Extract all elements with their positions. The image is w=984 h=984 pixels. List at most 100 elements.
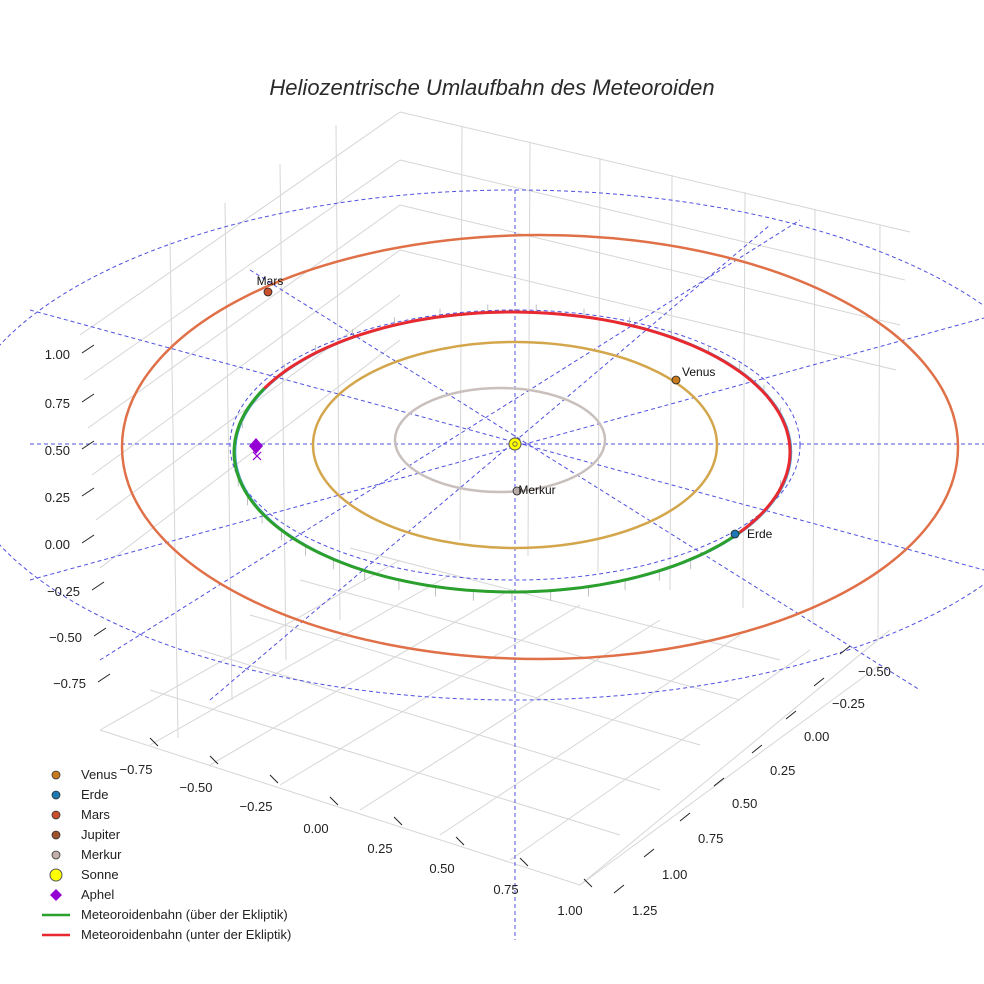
orbit-mars: [120, 233, 960, 661]
legend-marker: [49, 868, 63, 882]
gridline: [597, 157, 601, 573]
y-tick-mark: [839, 645, 851, 655]
gridline: [199, 649, 661, 791]
y-tick-label: 1.00: [662, 867, 687, 882]
y-tick-mark: [713, 777, 725, 787]
legend-marker: [51, 790, 61, 800]
z-tick-label: 0.00: [45, 537, 70, 552]
gridline: [299, 579, 741, 701]
gridline: [399, 159, 906, 281]
legend-marker: [50, 889, 62, 901]
gridline: [812, 208, 816, 626]
x-tick-label: 1.00: [557, 903, 582, 918]
gridline: [279, 604, 581, 786]
y-tick-label: −0.50: [858, 664, 891, 679]
legend-marker: [51, 770, 61, 780]
gridline: [359, 619, 661, 811]
legend-label: Venus: [81, 767, 118, 782]
z-tick-mark: [81, 440, 95, 450]
gridline: [399, 204, 901, 326]
y-tick-mark: [813, 677, 825, 687]
x-tick-label: −0.75: [120, 762, 153, 777]
gridline: [169, 240, 179, 739]
legend-marker: [51, 810, 61, 820]
mercury-marker: [512, 486, 522, 496]
legend-label: Aphel: [81, 887, 114, 902]
z-tick-label: −0.75: [53, 676, 86, 691]
legend-label: Erde: [81, 787, 108, 802]
z-tick-label: −0.25: [47, 584, 80, 599]
chart-title: Heliozentrische Umlaufbahn des Meteoroid…: [269, 75, 714, 100]
z-tick-label: 0.25: [45, 490, 70, 505]
z-tick-label: 1.00: [45, 347, 70, 362]
aphel-projection-marker: [252, 451, 262, 461]
y-tick-mark: [679, 812, 691, 822]
gridline: [335, 124, 341, 621]
mercury-label: Merkur: [518, 483, 555, 497]
legend-label: Sonne: [81, 867, 119, 882]
y-tick-mark: [643, 848, 655, 858]
gridline: [99, 559, 401, 731]
legend: Venus Erde Mars Jupiter Merkur Sonne Aphel Mete…: [42, 767, 291, 942]
gridline: [209, 589, 511, 766]
x-tick-label: 0.75: [493, 882, 518, 897]
x-tick-label: 0.50: [429, 861, 454, 876]
z-tick-mark: [97, 673, 111, 683]
gridline: [399, 111, 911, 233]
gridline: [249, 614, 701, 746]
mars-label: Mars: [257, 274, 284, 288]
legend-label: Meteoroidenbahn (unter der Ekliptik): [81, 927, 291, 942]
z-tick-mark: [93, 627, 107, 637]
legend-label: Mars: [81, 807, 110, 822]
y-tick-label: 0.75: [698, 831, 723, 846]
x-tick-label: −0.25: [240, 799, 273, 814]
ecliptic-ring: [229, 309, 801, 581]
meteoroid-path-above-ecliptic: [232, 387, 741, 594]
venus-marker: [671, 375, 681, 385]
gridline: [224, 202, 233, 701]
x-tick-mark: [269, 774, 279, 784]
y-tick-mark: [613, 884, 625, 894]
x-tick-mark: [393, 816, 403, 826]
ecliptic-guide-line: [99, 219, 801, 661]
meteoroid-trajectory: [232, 310, 792, 594]
legend-label: Merkur: [81, 847, 122, 862]
y-tick-mark: [785, 710, 797, 720]
venus-label: Venus: [682, 365, 715, 379]
meteoroid-path-below-ecliptic: [263, 310, 792, 534]
gridline: [79, 111, 401, 336]
gridline: [527, 141, 531, 557]
x-tick-mark: [209, 755, 219, 765]
gridline: [439, 634, 741, 836]
z-tick-mark: [81, 344, 95, 354]
z-tick-label: 0.50: [45, 443, 70, 458]
x-tick-label: −0.50: [180, 780, 213, 795]
gridline: [579, 664, 881, 886]
x-tick-mark: [149, 737, 159, 747]
orbit-merkur: [393, 386, 607, 494]
z-tick-mark: [81, 393, 95, 403]
gridline: [149, 574, 451, 746]
gridline: [459, 125, 463, 541]
z-tick-mark: [91, 581, 105, 591]
z-tick-label: −0.50: [49, 630, 82, 645]
mars-marker: [263, 287, 273, 297]
x-tick-label: 0.00: [303, 821, 328, 836]
gridline: [509, 649, 811, 861]
ecliptic-guide-line: [249, 269, 921, 691]
z-tick-mark: [81, 534, 95, 544]
legend-marker: [51, 850, 61, 860]
gridline: [149, 689, 621, 836]
sun-marker: [508, 437, 522, 451]
z-tick-mark: [81, 487, 95, 497]
x-tick-mark: [455, 836, 465, 846]
y-tick-label: 0.50: [732, 796, 757, 811]
legend-label: Jupiter: [81, 827, 121, 842]
gridline: [279, 163, 287, 661]
y-tick-mark: [751, 744, 763, 754]
x-tick-mark: [583, 878, 593, 888]
aphel-marker: [249, 438, 263, 454]
y-tick-label: 0.25: [770, 763, 795, 778]
orbit-venus: [311, 340, 719, 550]
